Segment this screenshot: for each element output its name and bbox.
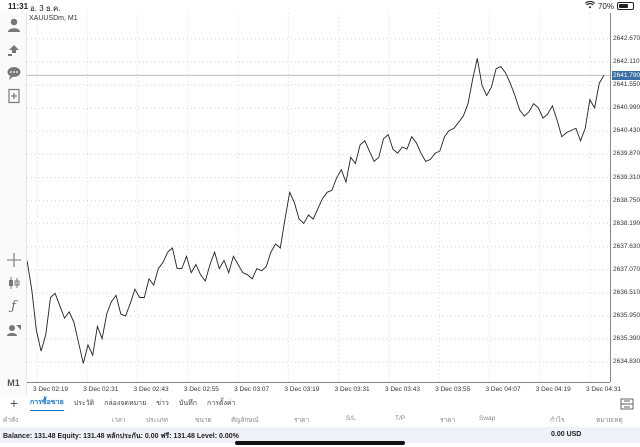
time-tick-label: 3 Dec 02:55	[183, 386, 219, 393]
add-icon[interactable]: +	[9, 395, 19, 411]
price-tick-label: 2636.510	[613, 288, 640, 296]
time-tick-label: 3 Dec 04:07	[485, 386, 521, 393]
time-tick-label: 3 Dec 02:31	[83, 386, 119, 393]
crosshair-icon[interactable]	[3, 250, 24, 270]
date: อ. 3 ธ.ค.	[30, 4, 61, 13]
tab-history[interactable]: ประวัติ	[73, 399, 95, 407]
price-tick-label: 2639.310	[613, 173, 640, 181]
battery-icon	[617, 2, 634, 10]
price-tick-label: 2642.670	[613, 34, 640, 42]
time-tick-label: 3 Dec 03:31	[334, 386, 370, 393]
symbol-label: XAUUSDm, M1	[29, 15, 78, 22]
trade-table-header: คำสั่ง เวลา ประเภท ขนาด สัญลักษณ์ ราคา S…	[0, 412, 640, 425]
price-tick-label: 2638.750	[613, 196, 640, 204]
wifi-icon	[584, 0, 596, 11]
status-bar: 11:31 อ. 3 ธ.ค. 70%	[0, 0, 640, 13]
time-tick-label: 3 Dec 03:43	[384, 386, 420, 393]
time-axis[interactable]: 3 Dec 02:19 3 Dec 02:31 3 Dec 02:43 3 Dec 0…	[27, 382, 621, 395]
clock: 11:31	[8, 2, 29, 11]
account-icon[interactable]	[3, 15, 24, 35]
status-indicators: 70%	[584, 0, 634, 11]
tab-mailbox[interactable]: กล่องจดหมาย	[104, 399, 147, 407]
price-series-line	[26, 58, 605, 364]
tab-settings[interactable]: การตั้งค่า	[206, 399, 236, 407]
price-tick-label: 2635.950	[613, 312, 640, 320]
time-tick-label: 3 Dec 04:31	[586, 386, 622, 393]
price-axis[interactable]: 2642.670 2642.110 2641.550 2640.990 2640.430…	[610, 13, 640, 382]
price-tick-label: 2641.550	[613, 81, 640, 89]
column-header: เวลา	[112, 417, 126, 424]
time-tick-label: 3 Dec 04:19	[535, 386, 571, 393]
time-tick-label: 3 Dec 02:19	[33, 386, 69, 393]
column-header: S/L	[346, 415, 356, 422]
price-tick-label: 2642.110	[613, 58, 640, 66]
price-tick-label: 2640.990	[613, 104, 640, 112]
function-icon[interactable]: ƒ	[11, 298, 16, 314]
time-tick-label: 3 Dec 03:19	[284, 386, 320, 393]
chart-area[interactable]	[26, 13, 610, 382]
column-header: หมายเหตุ	[596, 417, 623, 424]
tab-journal[interactable]: บันทึก	[178, 399, 197, 407]
home-indicator[interactable]	[235, 441, 405, 445]
column-header: กำไร	[550, 417, 565, 424]
column-header: ราคา	[294, 417, 310, 424]
objects-icon[interactable]	[3, 320, 24, 340]
column-header: ราคา	[440, 417, 456, 424]
balance-bar: Balance: 131.48 Equity: 131.48 หลักประกั…	[0, 427, 640, 443]
price-tick-label: 2637.630	[613, 242, 640, 250]
trade-icon[interactable]	[3, 39, 24, 59]
price-tick-label: 2637.070	[613, 265, 640, 273]
column-header: Swap	[479, 415, 496, 422]
battery-fill	[619, 4, 629, 8]
column-header: สัญลักษณ์	[231, 417, 259, 424]
time-tick-label: 3 Dec 02:43	[133, 386, 169, 393]
column-header: T/P	[395, 415, 406, 422]
time-tick-label: 3 Dec 03:07	[234, 386, 270, 393]
price-chart[interactable]	[26, 13, 610, 382]
window-layout-icon[interactable]	[620, 397, 634, 410]
price-tick-label: 2640.430	[613, 127, 640, 135]
time-tick-label: 3 Dec 03:55	[435, 386, 471, 393]
tab-news[interactable]: ข่าว	[156, 399, 169, 407]
price-tick-label: 2639.870	[613, 150, 640, 158]
current-price-label: 2641.790	[612, 70, 640, 80]
terminal-tabs: การซื้อขาย ประวัติ กล่องจดหมาย ข่าว บันท…	[30, 395, 236, 411]
new-document-icon[interactable]	[3, 86, 24, 106]
price-tick-label: 2634.830	[613, 358, 640, 366]
total-profit: 0.00 USD	[551, 431, 582, 438]
candlestick-icon[interactable]	[3, 273, 24, 293]
column-header: ขนาด	[195, 417, 212, 424]
column-header: ประเภท	[146, 417, 168, 424]
price-tick-label: 2635.390	[613, 335, 640, 343]
balance-summary: Balance: 131.48 Equity: 131.48 หลักประกั…	[3, 433, 239, 440]
chat-icon[interactable]	[3, 63, 24, 83]
left-toolbar: ƒ M1	[0, 13, 27, 395]
column-header: คำสั่ง	[3, 417, 19, 424]
price-tick-label: 2638.190	[613, 219, 640, 227]
timeframe-button[interactable]: M1	[7, 378, 20, 388]
tab-trade[interactable]: การซื้อขาย	[30, 395, 64, 411]
battery-percent: 70%	[597, 1, 614, 11]
